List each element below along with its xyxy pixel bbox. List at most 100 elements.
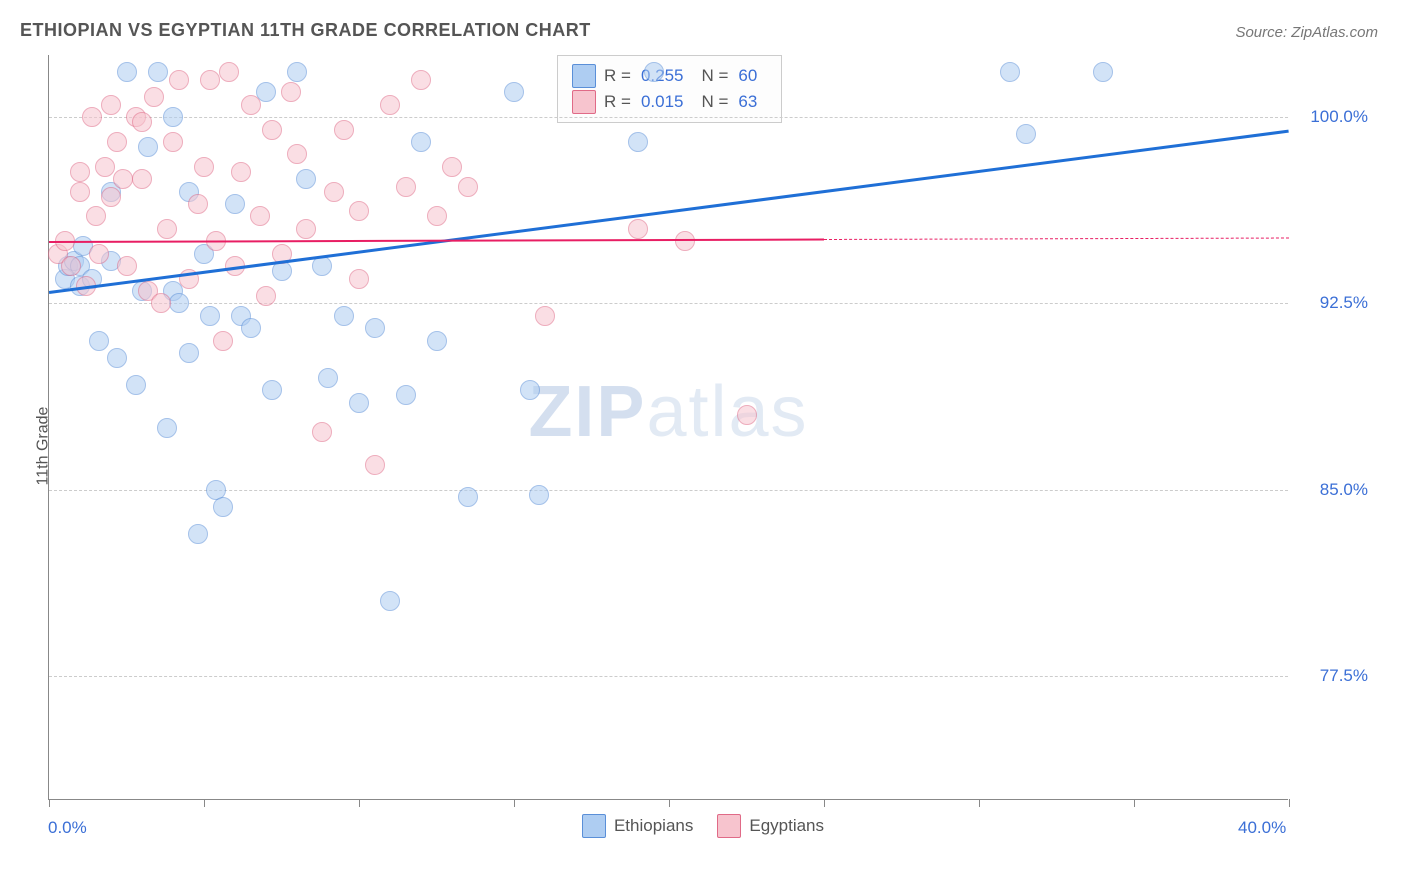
data-point xyxy=(132,169,152,189)
x-tick xyxy=(204,799,205,807)
data-point xyxy=(179,343,199,363)
data-point xyxy=(365,318,385,338)
data-point xyxy=(241,318,261,338)
data-point xyxy=(256,286,276,306)
data-point xyxy=(89,244,109,264)
data-point xyxy=(157,219,177,239)
legend-swatch xyxy=(572,64,596,88)
trend-line-dashed xyxy=(824,237,1289,241)
r-label: R = xyxy=(604,66,631,86)
plot-area: ZIPatlas R =0.255N =60R =0.015N =63 77.5… xyxy=(48,55,1288,800)
data-point xyxy=(1000,62,1020,82)
data-point xyxy=(520,380,540,400)
data-point xyxy=(535,306,555,326)
data-point xyxy=(324,182,344,202)
data-point xyxy=(396,177,416,197)
gridline-h xyxy=(49,490,1288,491)
y-tick-label: 92.5% xyxy=(1298,293,1368,313)
x-tick xyxy=(1289,799,1290,807)
data-point xyxy=(113,169,133,189)
gridline-h xyxy=(49,303,1288,304)
data-point xyxy=(117,62,137,82)
data-point xyxy=(334,306,354,326)
data-point xyxy=(737,405,757,425)
data-point xyxy=(225,194,245,214)
data-point xyxy=(349,201,369,221)
source-label: Source: ZipAtlas.com xyxy=(1235,24,1378,41)
data-point xyxy=(380,591,400,611)
x-tick xyxy=(514,799,515,807)
data-point xyxy=(334,120,354,140)
data-point xyxy=(107,348,127,368)
stats-legend-row: R =0.255N =60 xyxy=(572,64,767,88)
data-point xyxy=(188,524,208,544)
series-legend-item: Ethiopians xyxy=(582,814,693,838)
data-point xyxy=(296,219,316,239)
data-point xyxy=(151,293,171,313)
series-legend-label: Egyptians xyxy=(749,816,824,836)
gridline-h xyxy=(49,117,1288,118)
data-point xyxy=(312,256,332,276)
data-point xyxy=(296,169,316,189)
data-point xyxy=(287,144,307,164)
x-tick xyxy=(979,799,980,807)
data-point xyxy=(427,206,447,226)
data-point xyxy=(427,331,447,351)
chart-container: ETHIOPIAN VS EGYPTIAN 11TH GRADE CORRELA… xyxy=(0,0,1406,892)
series-legend-label: Ethiopians xyxy=(614,816,693,836)
gridline-h xyxy=(49,676,1288,677)
data-point xyxy=(349,269,369,289)
data-point xyxy=(148,62,168,82)
data-point xyxy=(349,393,369,413)
data-point xyxy=(1093,62,1113,82)
data-point xyxy=(200,306,220,326)
r-label: R = xyxy=(604,92,631,112)
data-point xyxy=(101,95,121,115)
data-point xyxy=(411,70,431,90)
data-point xyxy=(504,82,524,102)
data-point xyxy=(70,182,90,202)
n-value: 60 xyxy=(738,66,757,86)
data-point xyxy=(169,70,189,90)
data-point xyxy=(157,418,177,438)
data-point xyxy=(213,497,233,517)
x-tick xyxy=(824,799,825,807)
data-point xyxy=(219,62,239,82)
data-point xyxy=(194,157,214,177)
data-point xyxy=(117,256,137,276)
y-tick-label: 77.5% xyxy=(1298,666,1368,686)
series-legend: Ethiopians Egyptians xyxy=(0,814,1406,838)
data-point xyxy=(126,375,146,395)
watermark-bold: ZIP xyxy=(528,372,646,452)
x-tick xyxy=(359,799,360,807)
data-point xyxy=(458,487,478,507)
legend-swatch xyxy=(717,814,741,838)
data-point xyxy=(107,132,127,152)
data-point xyxy=(458,177,478,197)
data-point xyxy=(262,120,282,140)
data-point xyxy=(380,95,400,115)
n-value: 63 xyxy=(738,92,757,112)
data-point xyxy=(213,331,233,351)
series-legend-item: Egyptians xyxy=(717,814,824,838)
data-point xyxy=(86,206,106,226)
data-point xyxy=(144,87,164,107)
data-point xyxy=(442,157,462,177)
chart-title: ETHIOPIAN VS EGYPTIAN 11TH GRADE CORRELA… xyxy=(20,20,591,41)
n-label: N = xyxy=(701,92,728,112)
data-point xyxy=(95,157,115,177)
data-point xyxy=(231,162,251,182)
data-point xyxy=(200,70,220,90)
data-point xyxy=(101,187,121,207)
data-point xyxy=(132,112,152,132)
data-point xyxy=(1016,124,1036,144)
data-point xyxy=(287,62,307,82)
data-point xyxy=(628,219,648,239)
data-point xyxy=(312,422,332,442)
x-tick xyxy=(669,799,670,807)
n-label: N = xyxy=(701,66,728,86)
stats-legend-row: R =0.015N =63 xyxy=(572,90,767,114)
data-point xyxy=(644,62,664,82)
data-point xyxy=(396,385,416,405)
data-point xyxy=(70,162,90,182)
